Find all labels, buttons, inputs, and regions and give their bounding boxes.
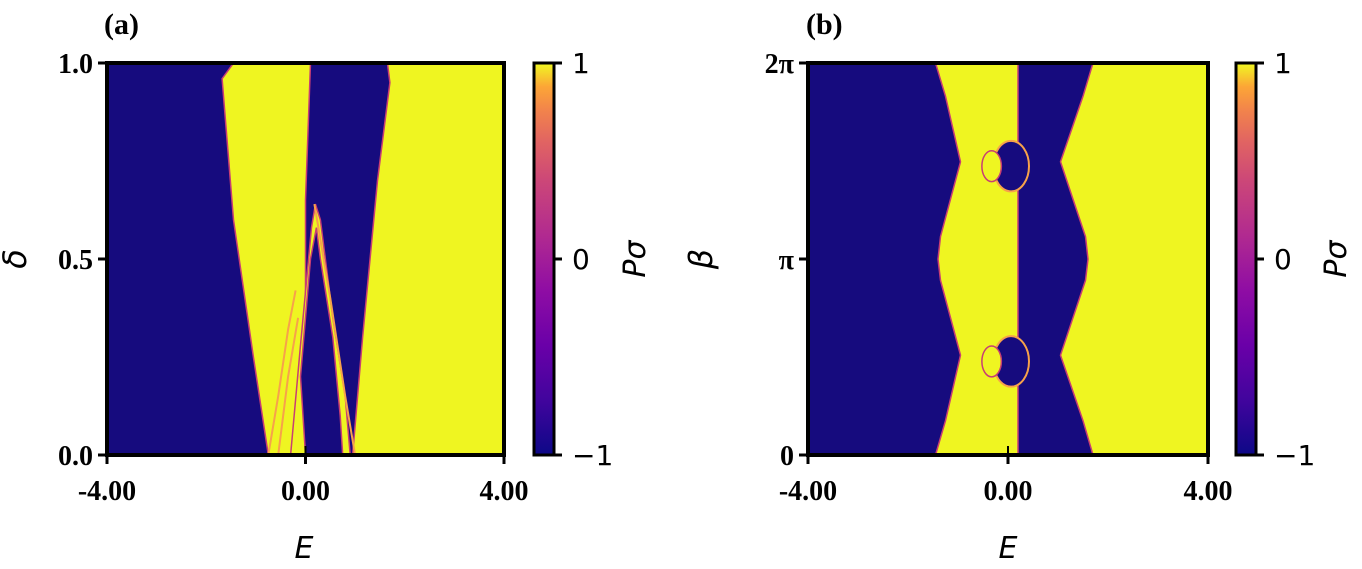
x-tick-label-2: 4.00 — [1184, 476, 1233, 507]
x-axis-label-a: E — [295, 531, 314, 566]
colorbar-tick-label-1: 0 — [572, 243, 590, 276]
colorbar-a-ticks: −1 0 1 — [554, 47, 613, 472]
y-tick-label-2: 1.0 — [58, 49, 93, 80]
y-tick-label-1: π — [779, 245, 795, 276]
region-a-3 — [299, 227, 344, 455]
region-a-0 — [221, 63, 312, 455]
x-tick-label-1: 0.00 — [984, 476, 1033, 507]
x-axis-a: -4.00 0.00 4.00 — [78, 446, 529, 507]
y-axis-label-b: β — [682, 249, 720, 270]
colorbar-a-label: Pσ — [618, 239, 653, 277]
colorbar-tick-label-2: 1 — [572, 47, 590, 80]
colorbar-tick-label-1: 0 — [1274, 243, 1292, 276]
region-a-1 — [351, 63, 504, 455]
colorbar-tick-label-2: 1 — [1274, 47, 1292, 80]
panel-a-label: (a) — [104, 8, 139, 41]
y-axis-b: 0 π 2π — [765, 49, 808, 472]
x-tick-label-0: -4.00 — [78, 476, 136, 507]
y-axis-label-a: δ — [0, 249, 34, 269]
colorbar-a — [532, 61, 556, 457]
boundary-curve-a-2 — [313, 203, 357, 455]
x-tick-label-0: -4.00 — [779, 476, 837, 507]
plot-b-area — [808, 63, 1208, 455]
y-tick-label-1: 0.5 — [58, 245, 93, 276]
plot-a-area — [107, 63, 504, 455]
panel-b: (b) 0 π 2π -4.00 0.00 4.00 E β −1 0 1 Pσ — [682, 8, 1354, 566]
boundary-curve-a-0 — [267, 290, 297, 455]
colorbar-tick-label-0: −1 — [572, 439, 613, 472]
panel-a: (a) 0.0 0.5 1.0 -4.00 0.00 4.00 E δ −1 0 1 Pσ — [0, 8, 653, 566]
x-tick-label-1: 0.00 — [281, 476, 330, 507]
colorbar-tick-label-0: −1 — [1274, 439, 1315, 472]
y-tick-label-2: 2π — [765, 49, 795, 80]
colorbar-b-label: Pσ — [1319, 239, 1354, 277]
y-axis-a: 0.0 0.5 1.0 — [58, 49, 107, 472]
colorbar-b — [1234, 61, 1258, 457]
x-axis-label-b: E — [999, 531, 1018, 566]
panel-b-label: (b) — [806, 8, 843, 41]
x-axis-b: -4.00 0.00 4.00 — [779, 446, 1233, 507]
y-tick-label-0: 0 — [780, 441, 794, 472]
boundary-curve-a-1 — [277, 317, 300, 455]
x-tick-label-2: 4.00 — [480, 476, 529, 507]
region-b-right-yellow — [1059, 63, 1208, 455]
y-tick-label-0: 0.0 — [58, 441, 93, 472]
island-b-0-lobe — [981, 345, 1003, 378]
colorbar-b-ticks: −1 0 1 — [1256, 47, 1315, 472]
island-b-1-lobe — [981, 149, 1003, 183]
